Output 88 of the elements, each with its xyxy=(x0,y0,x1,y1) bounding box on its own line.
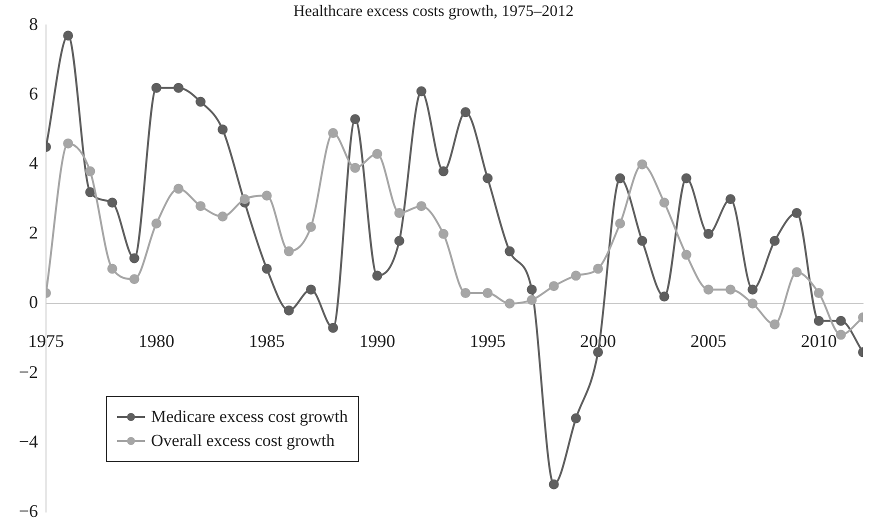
point xyxy=(129,274,140,284)
y-tick-label: 6 xyxy=(29,84,38,104)
point xyxy=(63,138,74,148)
point xyxy=(748,298,758,308)
point xyxy=(526,295,537,306)
point xyxy=(284,246,294,256)
point xyxy=(129,253,140,264)
point xyxy=(836,330,846,340)
y-tick-label: 0 xyxy=(29,292,38,312)
point xyxy=(526,284,537,295)
legend-label: Overall excess cost growth xyxy=(151,431,335,452)
point xyxy=(438,166,448,176)
y-tick-label: −2 xyxy=(18,362,38,382)
point xyxy=(328,128,338,138)
point xyxy=(637,159,648,170)
legend-label: Medicare excess cost growth xyxy=(151,407,348,428)
point xyxy=(151,218,162,228)
point xyxy=(218,124,228,135)
point xyxy=(306,222,316,232)
point xyxy=(792,267,802,278)
point xyxy=(416,201,426,212)
point xyxy=(107,198,118,208)
point xyxy=(394,236,404,246)
point xyxy=(416,86,426,96)
point xyxy=(372,148,382,159)
point xyxy=(770,236,780,246)
point xyxy=(350,162,360,173)
point xyxy=(107,264,118,274)
point xyxy=(85,187,96,198)
x-tick-label: 1975 xyxy=(28,331,64,352)
point xyxy=(460,288,471,298)
point xyxy=(262,190,272,201)
point xyxy=(726,284,736,295)
point xyxy=(372,270,382,281)
point xyxy=(482,288,493,298)
point xyxy=(703,284,714,295)
point xyxy=(792,208,802,218)
point xyxy=(438,228,448,239)
point xyxy=(615,218,626,228)
y-tick-label: 4 xyxy=(29,153,38,174)
point xyxy=(659,198,670,208)
y-tick-label: −4 xyxy=(18,431,38,452)
point xyxy=(284,305,294,316)
chart-title: Healthcare excess costs growth, 1975–2012 xyxy=(293,2,574,20)
y-tick-label: 8 xyxy=(29,14,38,34)
point xyxy=(262,264,272,274)
point xyxy=(703,228,714,239)
point xyxy=(593,264,604,274)
point xyxy=(548,479,559,490)
point xyxy=(482,173,493,184)
point xyxy=(770,319,780,330)
point xyxy=(659,292,670,302)
point xyxy=(681,173,692,184)
point xyxy=(460,107,471,118)
y-tick-label: 2 xyxy=(29,222,38,243)
point xyxy=(240,194,250,204)
point xyxy=(173,82,184,93)
point xyxy=(85,166,96,176)
point xyxy=(151,82,162,93)
x-tick-label: 1985 xyxy=(248,331,285,352)
point xyxy=(548,281,559,292)
point xyxy=(814,288,824,298)
point xyxy=(196,96,206,107)
point xyxy=(173,184,184,194)
x-tick-label: 1990 xyxy=(359,331,396,352)
point xyxy=(328,322,338,333)
x-tick-label: 2010 xyxy=(800,331,837,352)
point xyxy=(504,298,515,308)
point xyxy=(570,270,581,281)
point xyxy=(836,316,846,326)
x-tick-label: 2005 xyxy=(690,331,726,352)
y-tick-label: −6 xyxy=(18,500,38,521)
x-tick-label: 1980 xyxy=(138,331,174,352)
point xyxy=(615,173,626,184)
x-tick-label: 1995 xyxy=(470,331,506,352)
point xyxy=(814,316,824,326)
point xyxy=(196,201,206,212)
point xyxy=(681,250,692,260)
point xyxy=(748,284,758,295)
point xyxy=(350,114,360,124)
point xyxy=(63,30,74,41)
point xyxy=(570,413,581,424)
point xyxy=(394,208,404,218)
point xyxy=(726,194,736,204)
point xyxy=(306,284,316,295)
point xyxy=(504,246,515,256)
point xyxy=(218,212,228,222)
point xyxy=(637,236,648,246)
